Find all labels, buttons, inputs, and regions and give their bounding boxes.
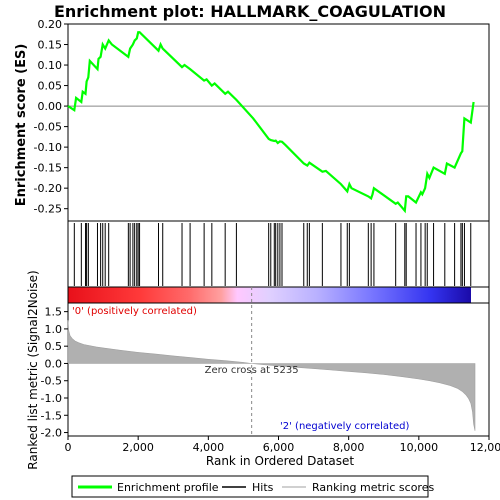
x-tick-label: 4,000: [193, 441, 225, 454]
es-panel-ticks: 0.20 0.15 0.10 0.05 0.00 -0.05 -0.10 -0.15 -0.20…: [34, 18, 489, 216]
x-tick-label: 10,000: [400, 441, 439, 454]
metric-y-tick-label: -2.0: [41, 427, 62, 440]
x-tick-label: 2,000: [122, 441, 154, 454]
es-y-tick-label: -0.25: [34, 203, 62, 216]
hits-bars: [73, 223, 472, 286]
es-y-tick-label: -0.05: [34, 121, 62, 134]
metric-y-tick-label: 1.0: [45, 323, 63, 336]
metric-y-tick-label: -0.5: [41, 375, 62, 388]
es-y-tick-label: -0.20: [34, 182, 62, 195]
legend-box: [71, 475, 429, 498]
x-tick-label: 8,000: [333, 441, 365, 454]
es-y-tick-label: 0.15: [38, 39, 63, 52]
metric-y-tick-label: 1.5: [45, 306, 63, 319]
ranking-metric-fill: [67, 320, 476, 431]
es-panel-frame: [67, 23, 490, 222]
es-axis-label: Enrichment score (ES): [14, 44, 29, 207]
es-y-tick-label: 0.20: [38, 18, 63, 31]
positive-correlation-label: '0' (positively correlated): [72, 306, 197, 317]
metric-y-tick-label: 0.0: [45, 357, 63, 370]
legend-ranking-metric: Ranking metric scores: [312, 481, 434, 494]
x-tick-label: 12,000: [470, 441, 500, 454]
x-axis-ticks: 0 2,000 4,000 6,000 8,000 10,000 12,000: [65, 436, 500, 454]
x-axis-label: Rank in Ordered Dataset: [206, 454, 354, 468]
es-y-tick-label: -0.10: [34, 141, 62, 154]
es-y-tick-label: 0.05: [38, 80, 63, 93]
rank-heatmap: [68, 287, 471, 303]
enrichment-profile-line: [67, 31, 475, 214]
metric-y-tick-label: -1.0: [41, 392, 62, 405]
legend-hits: Hits: [252, 481, 274, 494]
zero-cross-label: Zero cross at 5235: [205, 365, 299, 376]
metric-y-tick-label: 0.5: [45, 340, 63, 353]
metric-axis-label: Ranked list metric (Signal2Noise): [26, 270, 40, 469]
enrichment-profile: [67, 31, 475, 214]
x-tick-label: 0: [65, 441, 72, 454]
negative-correlation-label: '2' (negatively correlated): [280, 421, 409, 432]
hits-panel-frame: [67, 220, 490, 288]
metric-panel-ticks: 1.5 1.0 0.5 0.0 -0.5 -1.0 -1.5 -2.0: [41, 306, 68, 440]
chart-title: Enrichment plot: HALLMARK_COAGULATION: [54, 2, 446, 21]
metric-y-tick-label: -1.5: [41, 409, 62, 422]
x-tick-label: 6,000: [263, 441, 295, 454]
es-y-tick-label: 0.10: [38, 59, 63, 72]
es-y-tick-label: 0.00: [38, 100, 63, 113]
es-y-tick-label: -0.15: [34, 162, 62, 175]
legend-enrichment-profile: Enrichment profile: [117, 481, 219, 494]
ranking-metric-area: [67, 320, 476, 431]
